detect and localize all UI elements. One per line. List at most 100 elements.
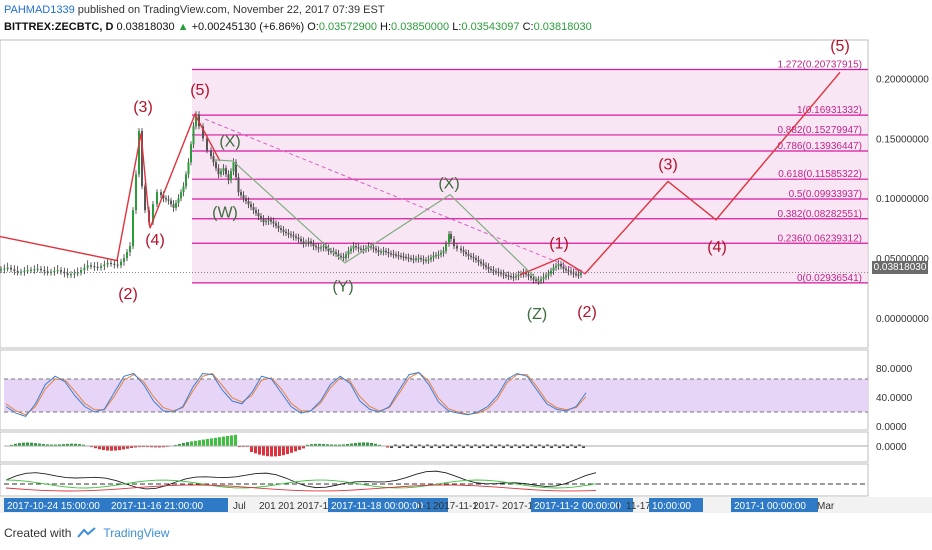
candle-body — [237, 177, 240, 193]
macd-bar — [162, 446, 165, 448]
macd-bar — [462, 446, 465, 448]
price-axis[interactable]: 0.20000000 0.15000000 0.10000000 0.05000000… — [876, 74, 929, 325]
macd-bar — [486, 446, 489, 448]
last-price: 0.03818030 — [116, 21, 175, 33]
candle-body — [60, 270, 62, 272]
macd-bar — [198, 440, 201, 447]
wave-label-red: (2) — [577, 304, 597, 321]
time-tick-label: Mar — [817, 501, 835, 512]
publish-info: PAHMAD1339 published on TradingView.com,… — [4, 4, 385, 16]
candle-body — [557, 264, 560, 266]
macd-bar — [302, 446, 305, 449]
candle-body — [397, 255, 400, 257]
candle-body — [287, 232, 290, 235]
macd-bar — [226, 436, 229, 447]
candle-body — [76, 272, 79, 274]
candle-body — [160, 192, 162, 196]
candle-body — [63, 271, 66, 274]
time-tick-label: 2017-1 — [502, 501, 534, 512]
price-chart[interactable]: 1.272(0.20737915) 1(0.16931332) 0.882(0.15… — [0, 0, 932, 520]
candle-body — [267, 219, 270, 221]
candle-body — [46, 271, 49, 273]
candle-body — [402, 256, 405, 258]
candle-body — [290, 234, 292, 236]
candle-body — [390, 253, 392, 255]
candle-body — [227, 174, 230, 181]
time-tick-label: I — [617, 501, 620, 512]
oscillator-band — [4, 379, 868, 412]
macd-bar — [430, 446, 433, 448]
created-with-text: Created with — [4, 526, 72, 540]
tradingview-brand[interactable]: TradingView — [103, 526, 170, 540]
fib-level-label: 0.5(0.09933937) — [789, 189, 862, 200]
macd-bar — [326, 444, 329, 447]
candle-body — [232, 162, 235, 172]
macd-bar — [574, 446, 577, 448]
candle-body — [297, 237, 300, 239]
candle-body — [40, 268, 42, 271]
candle-body — [435, 255, 437, 257]
candle-body — [96, 266, 99, 269]
time-label-highlight — [328, 498, 448, 512]
macd-bar — [406, 446, 409, 448]
candle-body — [525, 272, 527, 275]
fib-level-label: 1(0.16931332) — [797, 105, 862, 116]
macd-bar — [158, 446, 161, 448]
macd-bar — [518, 446, 521, 448]
candle-body — [475, 258, 477, 260]
candle-body — [347, 250, 350, 255]
candle-body — [292, 235, 295, 237]
macd-bar — [230, 435, 233, 447]
osc-tick-label: 40.0000 — [876, 393, 913, 404]
candle-body — [90, 265, 92, 267]
macd-bar — [322, 443, 325, 447]
macd-bar — [314, 443, 317, 447]
macd-bar — [26, 442, 29, 447]
candle-body — [497, 271, 500, 274]
candle-body — [138, 131, 140, 175]
candle-body — [342, 256, 345, 259]
macd-bar — [202, 439, 205, 447]
close-value: 0.03818030 — [533, 21, 592, 33]
candle-body — [465, 252, 467, 254]
candle-body — [382, 250, 385, 253]
macd-bar — [286, 446, 289, 455]
candle-body — [380, 251, 382, 253]
time-tick-label: 2017-11-18 00:00:00 — [331, 501, 424, 512]
macd-bar — [150, 446, 153, 448]
wave-label-red: (5) — [830, 38, 850, 55]
time-tick-label: 10:00:00 — [652, 501, 691, 512]
macd-bar — [258, 446, 261, 455]
tradingview-logo-icon — [77, 527, 97, 538]
macd-bar — [310, 444, 313, 447]
candle-body — [456, 246, 458, 249]
candle-body — [567, 270, 570, 272]
fib-level-label: 0.236(0.06239312) — [777, 233, 862, 244]
time-tick-label: 2017-11-1 — [433, 501, 478, 512]
macd-bar — [358, 442, 361, 447]
osc-tick-label: 0.0000 — [876, 422, 907, 433]
wave-label-red: (3) — [133, 99, 153, 116]
wave-label-red: (3) — [658, 156, 678, 173]
low-label: L: — [452, 21, 462, 33]
macd-bar — [90, 446, 93, 448]
low-value: 0.03543097 — [461, 21, 520, 33]
candle-body — [187, 162, 190, 175]
stoch-k-line — [5, 371, 587, 417]
candle-body — [500, 272, 502, 274]
candle-body — [312, 243, 315, 247]
macd-bar — [238, 446, 241, 448]
candle-body — [527, 274, 530, 277]
author-link[interactable]: PAHMAD1339 — [4, 4, 75, 16]
macd-bar — [446, 446, 449, 448]
candle-body — [507, 275, 510, 277]
candle-body — [485, 265, 487, 268]
macd-bar — [566, 446, 569, 448]
macd-bar — [110, 446, 113, 451]
candle-body — [550, 270, 552, 274]
candle-body — [103, 264, 106, 267]
time-axis[interactable]: 2017-10-24 15:00:00 2017-11-16 21:00:00 Ju… — [0, 497, 932, 513]
footer: Created with TradingView — [4, 526, 169, 540]
candle-body — [144, 186, 146, 211]
macd-bar — [278, 446, 281, 456]
